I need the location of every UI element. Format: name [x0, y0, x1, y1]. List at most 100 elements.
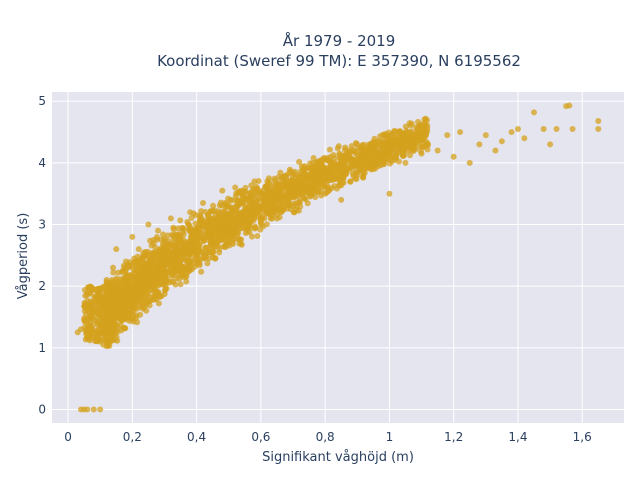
scatter-point	[273, 196, 280, 203]
scatter-point	[391, 137, 398, 144]
scatter-point	[339, 179, 346, 186]
scatter-point	[99, 292, 106, 299]
scatter-point	[391, 128, 398, 135]
scatter-point	[235, 226, 242, 233]
scatter-point	[348, 143, 355, 150]
scatter-point	[170, 264, 177, 271]
scatter-point	[165, 253, 172, 260]
scatter-point	[103, 276, 110, 283]
scatter-point	[113, 275, 120, 282]
scatter-point	[97, 325, 104, 332]
scatter-point	[361, 166, 368, 173]
scatter-point	[412, 140, 419, 147]
scatter-point	[95, 311, 102, 318]
scatter-point	[151, 296, 158, 303]
scatter-point	[122, 258, 129, 265]
scatter-point	[155, 256, 162, 263]
scatter-point	[123, 315, 130, 322]
scatter-point	[414, 125, 421, 132]
scatter-point	[521, 135, 528, 142]
scatter-point	[187, 250, 194, 257]
scatter-point	[264, 199, 271, 206]
scatter-point	[338, 196, 345, 203]
scatter-point	[263, 221, 270, 228]
scatter-point	[250, 186, 257, 193]
scatter-point	[277, 169, 284, 176]
scatter-point	[84, 333, 91, 340]
scatter-point	[197, 212, 204, 219]
scatter-point	[232, 236, 239, 243]
scatter-point	[175, 225, 182, 232]
scatter-point	[423, 117, 430, 124]
scatter-point	[110, 269, 117, 276]
scatter-point	[198, 229, 205, 236]
scatter-point	[418, 150, 425, 157]
scatter-point	[161, 258, 168, 265]
scatter-point	[251, 178, 258, 185]
scatter-point	[386, 190, 393, 197]
scatter-point	[91, 293, 98, 300]
scatter-point	[145, 278, 152, 285]
scatter-point	[360, 153, 367, 160]
scatter-point	[142, 270, 149, 277]
scatter-point	[251, 215, 258, 222]
scatter-point	[219, 234, 226, 241]
scatter-point	[134, 278, 141, 285]
scatter-point	[540, 125, 547, 132]
scatter-point	[476, 141, 483, 148]
scatter-point	[177, 281, 184, 288]
scatter-point	[419, 143, 426, 150]
scatter-point	[285, 200, 292, 207]
scatter-point	[207, 208, 214, 215]
scatter-point	[374, 149, 381, 156]
scatter-point	[353, 140, 360, 147]
scatter-point	[197, 225, 204, 232]
scatter-point	[328, 159, 335, 166]
scatter-point	[354, 172, 361, 179]
scatter-point	[218, 220, 225, 227]
chart-title: År 1979 - 2019	[283, 31, 396, 50]
scatter-point	[318, 182, 325, 189]
scatter-point	[296, 175, 303, 182]
scatter-point	[248, 197, 255, 204]
scatter-point	[134, 305, 141, 312]
scatter-point	[300, 189, 307, 196]
scatter-point	[340, 175, 347, 182]
scatter-point	[196, 220, 203, 227]
scatter-point	[142, 252, 149, 259]
scatter-point	[226, 218, 233, 225]
scatter-point	[180, 255, 187, 262]
scatter-point	[155, 289, 162, 296]
scatter-point	[514, 125, 521, 132]
scatter-point	[166, 258, 173, 265]
scatter-point	[107, 334, 114, 341]
scatter-point	[173, 275, 180, 282]
scatter-point	[122, 292, 129, 299]
scatter-point	[347, 156, 354, 163]
scatter-point	[122, 267, 129, 274]
scatter-point	[407, 122, 414, 129]
scatter-point	[301, 194, 308, 201]
scatter-point	[208, 240, 215, 247]
scatter-point	[339, 164, 346, 171]
scatter-point	[406, 137, 413, 144]
scatter-point	[212, 255, 219, 262]
scatter-point	[329, 167, 336, 174]
scatter-point	[129, 315, 136, 322]
scatter-point	[313, 178, 320, 185]
scatter-point	[208, 245, 215, 252]
scatter-point	[180, 264, 187, 271]
scatter-point	[102, 331, 109, 338]
scatter-point	[285, 192, 292, 199]
scatter-point	[156, 274, 163, 281]
scatter-point	[359, 142, 366, 149]
scatter-point	[269, 202, 276, 209]
scatter-point	[370, 166, 377, 173]
scatter-point	[97, 301, 104, 308]
scatter-point	[334, 145, 341, 152]
x-tick-label: 1,6	[573, 430, 592, 444]
scatter-point	[155, 227, 162, 234]
x-tick-label: 1	[386, 430, 394, 444]
